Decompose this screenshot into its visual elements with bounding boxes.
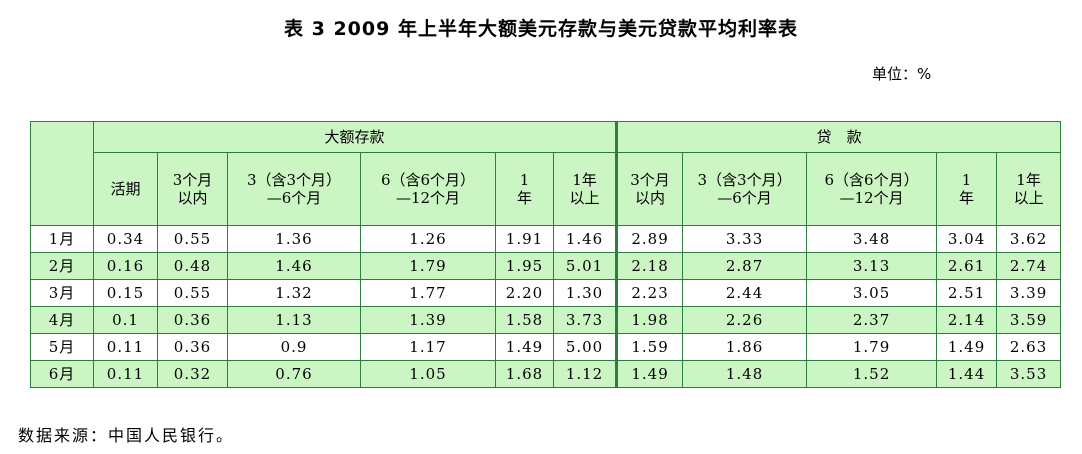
value-cell: 0.34	[93, 225, 158, 253]
value-cell: 3.73	[552, 306, 619, 334]
value-cell: 1.46	[227, 252, 361, 280]
value-cell: 1.52	[806, 360, 938, 388]
value-cell: 0.36	[157, 333, 228, 361]
value-cell: 3.33	[682, 225, 808, 253]
value-cell: 1.98	[616, 306, 684, 334]
value-cell: 5.01	[552, 252, 619, 280]
value-cell: 3.05	[806, 279, 938, 307]
col-header: 6（含6个月） —12个月	[806, 152, 938, 226]
value-cell: 1.86	[682, 333, 808, 361]
value-cell: 1.30	[552, 279, 619, 307]
value-cell: 3.13	[806, 252, 938, 280]
group-header-loan: 贷 款	[616, 121, 1062, 153]
value-cell: 1.49	[495, 333, 554, 361]
col-header: 3个月 以内	[616, 152, 684, 226]
data-source-note: 数据来源：中国人民银行。	[18, 426, 235, 445]
interest-rate-table: 大额存款 贷 款 活期 3个月 以内 3（含3个月） —6个月 6（含6个月） —12…	[30, 121, 1062, 388]
value-cell: 1.44	[936, 360, 998, 388]
table-body: 1月 0.34 0.55 1.36 1.26 1.91 1.46 2.89 3.33 3.48 3.…	[30, 225, 1062, 388]
unit-label: 单位：%	[872, 65, 932, 83]
value-cell: 2.61	[936, 252, 998, 280]
table-row: 2月 0.16 0.48 1.46 1.79 1.95 5.01 2.18 2.87 3.13 2.…	[30, 252, 1062, 280]
value-cell: 2.37	[806, 306, 938, 334]
value-cell: 1.79	[360, 252, 496, 280]
col-header: 1年 以上	[552, 152, 619, 226]
month-cell: 4月	[30, 306, 94, 334]
value-cell: 2.89	[616, 225, 684, 253]
table-row: 4月 0.1 0.36 1.13 1.39 1.58 3.73 1.98 2.26 2.37 2.1…	[30, 306, 1062, 334]
month-cell: 1月	[30, 225, 94, 253]
col-header: 3（含3个月） —6个月	[682, 152, 808, 226]
col-header: 3（含3个月） —6个月	[227, 152, 361, 226]
value-cell: 3.04	[936, 225, 998, 253]
value-cell: 0.11	[93, 333, 158, 361]
value-cell: 5.00	[552, 333, 619, 361]
value-cell: 1.12	[552, 360, 619, 388]
value-cell: 3.53	[996, 360, 1062, 388]
value-cell: 1.39	[360, 306, 496, 334]
value-cell: 1.49	[936, 333, 998, 361]
col-header: 3个月 以内	[157, 152, 228, 226]
value-cell: 2.74	[996, 252, 1062, 280]
value-cell: 2.18	[616, 252, 684, 280]
value-cell: 2.23	[616, 279, 684, 307]
value-cell: 1.68	[495, 360, 554, 388]
value-cell: 3.39	[996, 279, 1062, 307]
table-row: 6月 0.11 0.32 0.76 1.05 1.68 1.12 1.49 1.48 1.52 1.…	[30, 360, 1062, 388]
group-header-deposit: 大额存款	[92, 121, 619, 153]
value-cell: 2.26	[682, 306, 808, 334]
value-cell: 1.58	[495, 306, 554, 334]
value-cell: 3.48	[806, 225, 938, 253]
value-cell: 3.62	[996, 225, 1062, 253]
value-cell: 1.49	[616, 360, 684, 388]
month-cell: 3月	[30, 279, 94, 307]
value-cell: 0.15	[93, 279, 158, 307]
value-cell: 1.77	[360, 279, 496, 307]
corner-cell	[30, 121, 94, 226]
value-cell: 1.79	[806, 333, 938, 361]
col-header: 6（含6个月） —12个月	[360, 152, 496, 226]
col-header: 活期	[93, 152, 158, 226]
value-cell: 0.9	[227, 333, 361, 361]
value-cell: 3.59	[996, 306, 1062, 334]
value-cell: 1.05	[360, 360, 496, 388]
month-cell: 6月	[30, 360, 94, 388]
value-cell: 0.11	[93, 360, 158, 388]
value-cell: 1.91	[495, 225, 554, 253]
value-cell: 0.1	[93, 306, 158, 334]
value-cell: 1.46	[552, 225, 619, 253]
value-cell: 0.48	[157, 252, 228, 280]
value-cell: 2.14	[936, 306, 998, 334]
value-cell: 0.55	[157, 225, 228, 253]
month-cell: 5月	[30, 333, 94, 361]
value-cell: 2.63	[996, 333, 1062, 361]
month-cell: 2月	[30, 252, 94, 280]
value-cell: 0.76	[227, 360, 361, 388]
value-cell: 1.48	[682, 360, 808, 388]
value-cell: 1.13	[227, 306, 361, 334]
value-cell: 0.32	[157, 360, 228, 388]
value-cell: 2.51	[936, 279, 998, 307]
value-cell: 1.26	[360, 225, 496, 253]
value-cell: 2.20	[495, 279, 554, 307]
value-cell: 1.95	[495, 252, 554, 280]
value-cell: 0.55	[157, 279, 228, 307]
value-cell: 1.59	[616, 333, 684, 361]
value-cell: 1.36	[227, 225, 361, 253]
value-cell: 1.32	[227, 279, 361, 307]
col-header: 1年 以上	[996, 152, 1062, 226]
table-row: 1月 0.34 0.55 1.36 1.26 1.91 1.46 2.89 3.33 3.48 3.…	[30, 225, 1062, 253]
table-row: 3月 0.15 0.55 1.32 1.77 2.20 1.30 2.23 2.44 3.05 2.…	[30, 279, 1062, 307]
table-title: 表 3 2009 年上半年大额美元存款与美元贷款平均利率表	[284, 18, 798, 40]
table-row: 5月 0.11 0.36 0.9 1.17 1.49 5.00 1.59 1.86 1.79 1.4…	[30, 333, 1062, 361]
value-cell: 2.87	[682, 252, 808, 280]
value-cell: 0.16	[93, 252, 158, 280]
value-cell: 1.17	[360, 333, 496, 361]
value-cell: 2.44	[682, 279, 808, 307]
value-cell: 0.36	[157, 306, 228, 334]
